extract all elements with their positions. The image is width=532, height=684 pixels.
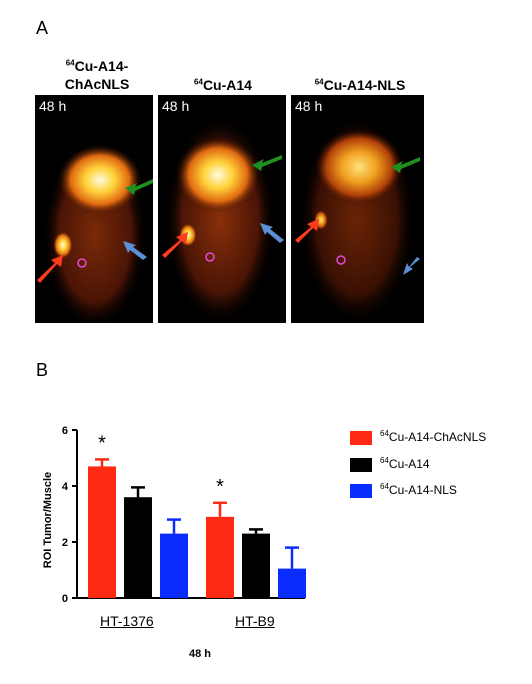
significance-marker: * xyxy=(216,476,224,498)
image-title-a14: 64Cu-A14 xyxy=(194,77,252,93)
bar xyxy=(124,497,152,598)
panel-a-letter: A xyxy=(36,18,49,38)
y-tick-label: 4 xyxy=(62,481,69,493)
image-title-chacnls: 64Cu-A14- ChAcNLS xyxy=(64,58,130,92)
y-tick-label: 2 xyxy=(62,537,68,549)
bar xyxy=(206,516,234,598)
image-title-nls: 64Cu-A14-NLS xyxy=(314,77,406,93)
y-axis-title: ROI Tumor/Muscle xyxy=(42,471,54,569)
y-tick-label: 6 xyxy=(62,425,68,437)
pet-image-chacnls: 48 h xyxy=(35,95,153,323)
legend-swatch xyxy=(350,431,372,445)
legend-label: 64Cu-A14 xyxy=(380,456,430,472)
bar xyxy=(278,568,306,598)
group-label-ht1376: HT-1376 xyxy=(100,613,154,629)
legend-label: 64Cu-A14-NLS xyxy=(380,482,457,498)
pet-image-a14: 48 h xyxy=(158,95,286,323)
legend-label: 64Cu-A14-ChAcNLS xyxy=(380,429,487,445)
y-tick-label: 0 xyxy=(62,593,68,605)
bar xyxy=(242,533,270,598)
pet-image-nls: 48 h xyxy=(291,95,424,323)
time-label: 48 h xyxy=(162,98,190,114)
time-label: 48 h xyxy=(39,98,67,114)
legend-swatch xyxy=(350,458,372,472)
panel-b-letter: B xyxy=(36,360,49,380)
bar xyxy=(88,466,116,598)
group-label-htb9: HT-B9 xyxy=(235,613,275,629)
significance-marker: * xyxy=(98,432,106,454)
legend-swatch xyxy=(350,484,372,498)
x-axis-title: 48 h xyxy=(188,648,211,660)
bar xyxy=(160,533,188,598)
time-label: 48 h xyxy=(295,98,323,114)
